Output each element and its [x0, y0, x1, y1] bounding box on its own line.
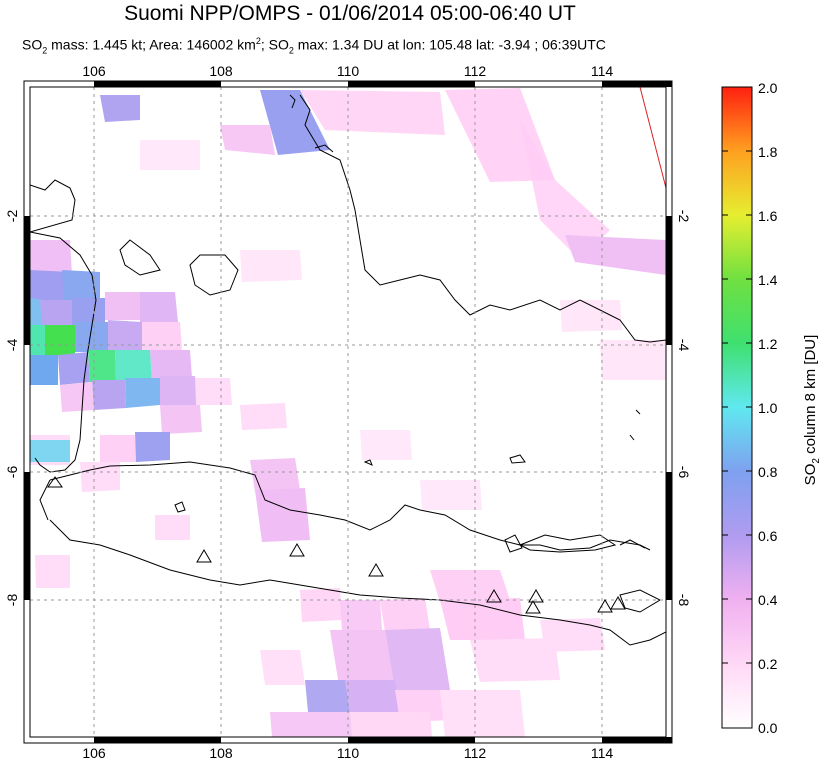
lon-label: 106	[82, 745, 106, 759]
triangle-icon	[368, 563, 384, 577]
lon-label: 110	[337, 745, 360, 759]
lat-labels-right: -2 -4 -6 -8	[676, 210, 692, 607]
lat-label: -4	[676, 339, 692, 352]
triangle-icon	[486, 589, 502, 603]
lat-label: -8	[676, 594, 692, 607]
triangle-icon	[196, 549, 212, 563]
map-title: Suomi NPP/OMPS - 01/06/2014 05:00-06:40 …	[124, 2, 576, 25]
triangle-icon	[289, 543, 305, 557]
triangle-icon	[528, 589, 544, 603]
colorbar-tick: 0.8	[758, 464, 778, 480]
coastlines	[30, 94, 666, 646]
colorbar: 2.0 1.8 1.6 1.4 1.2 1.0 0.8 0.6 0.4 0.2 …	[721, 80, 822, 736]
so2-pixels	[30, 88, 666, 737]
triangle-icon	[47, 476, 63, 488]
colorbar-tick: 1.2	[758, 336, 778, 352]
colorbar-tick: 1.6	[758, 208, 778, 224]
lon-label: 112	[464, 63, 487, 79]
lat-label: -2	[4, 210, 20, 223]
map-subtitle: SO2 mass: 1.445 kt; Area: 146002 km2; SO…	[22, 36, 606, 56]
lon-label: 108	[209, 63, 233, 79]
colorbar-tick: 0.6	[758, 528, 778, 544]
lon-labels-top: 106 108 110 112 114	[82, 63, 613, 79]
triangle-icon	[610, 596, 626, 610]
colorbar-tick: 1.0	[758, 400, 778, 416]
colorbar-title: SO2 column 8 km [DU]	[802, 335, 822, 486]
lat-label: -2	[676, 210, 692, 223]
colorbar-tick: 2.0	[758, 80, 778, 96]
colorbar-tick: 0.0	[758, 720, 778, 736]
colorbar-tick: 1.4	[758, 272, 778, 288]
volcano-markers	[47, 476, 626, 614]
lon-label: 110	[337, 63, 360, 79]
lon-label: 106	[82, 63, 106, 79]
colorbar-tick: 1.8	[758, 144, 778, 160]
lon-labels-bottom: 106 108 110 112 114	[82, 745, 613, 759]
lat-label: -8	[4, 594, 20, 607]
graticule	[30, 87, 666, 737]
lat-label: -4	[4, 339, 20, 352]
triangle-icon	[597, 599, 613, 613]
lon-label: 114	[591, 745, 614, 759]
map-frame	[23, 80, 673, 744]
lat-labels-left: -2 -4 -6 -8	[4, 210, 20, 607]
lon-label: 114	[591, 63, 614, 79]
lat-label: -6	[676, 466, 692, 479]
lat-label: -6	[4, 466, 20, 479]
colorbar-tick: 0.2	[758, 656, 778, 672]
lon-label: 112	[464, 745, 487, 759]
triangle-icon	[525, 600, 541, 614]
orbit-edge-line	[639, 86, 667, 189]
lon-label: 108	[209, 745, 233, 759]
colorbar-tick: 0.4	[758, 592, 778, 608]
